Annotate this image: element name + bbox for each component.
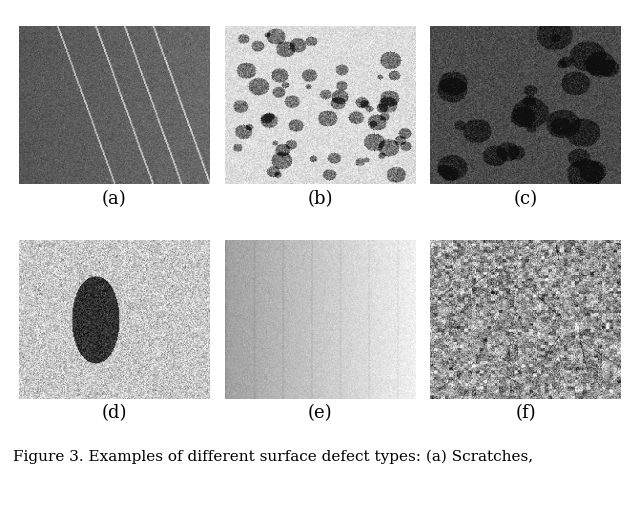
X-axis label: (f): (f) — [515, 404, 536, 422]
X-axis label: (a): (a) — [102, 190, 127, 208]
X-axis label: (c): (c) — [513, 190, 538, 208]
X-axis label: (b): (b) — [307, 190, 333, 208]
X-axis label: (e): (e) — [308, 404, 332, 422]
X-axis label: (d): (d) — [102, 404, 127, 422]
Text: Figure 3. Examples of different surface defect types: (a) Scratches,: Figure 3. Examples of different surface … — [13, 450, 533, 464]
